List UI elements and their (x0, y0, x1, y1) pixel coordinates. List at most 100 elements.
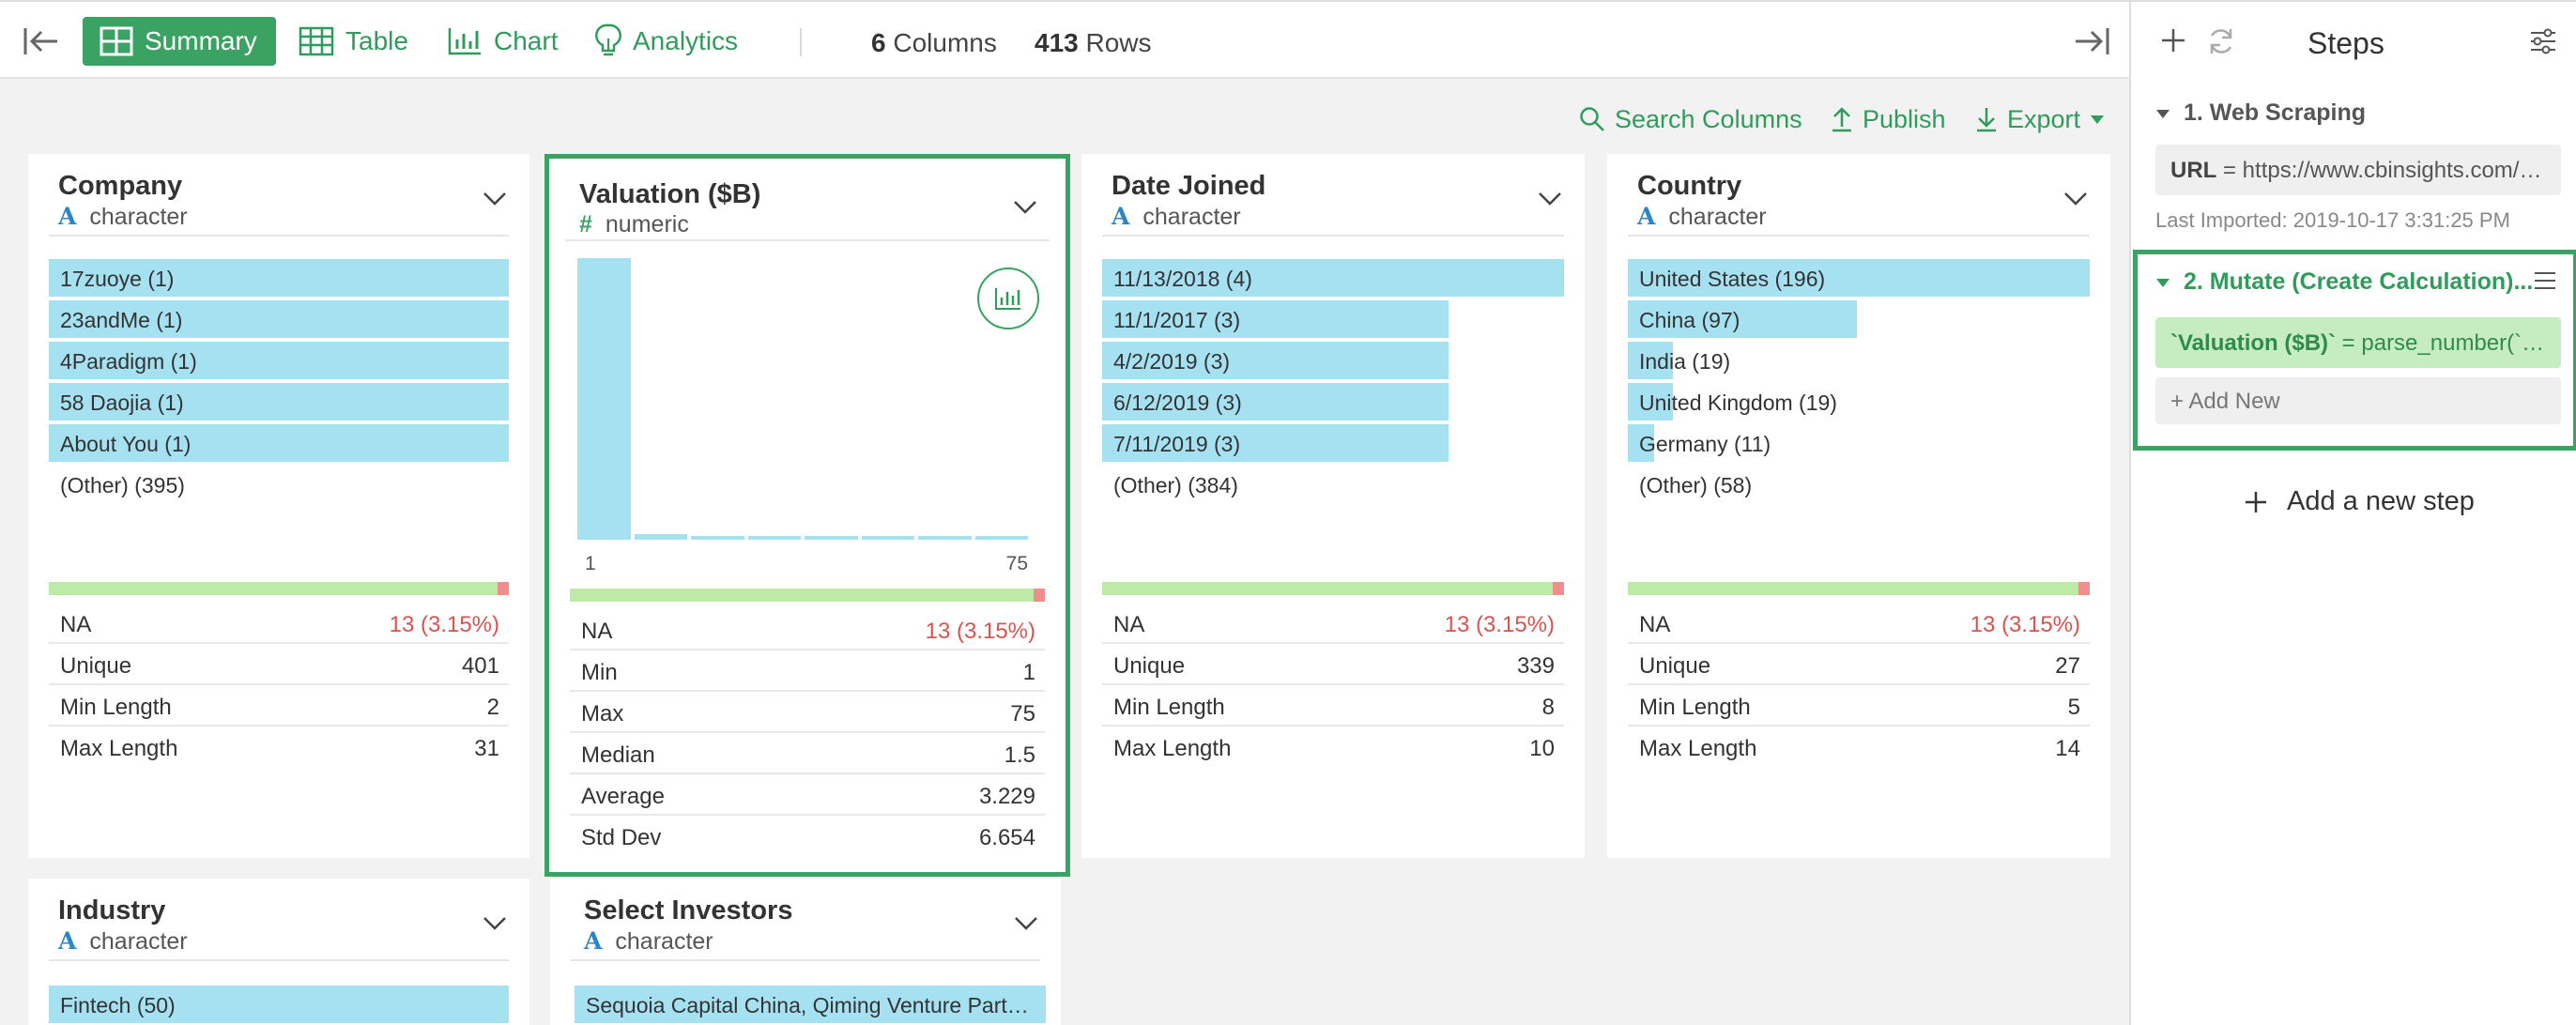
stat-value[interactable]: 13 (3.15%) (1970, 612, 2080, 637)
stat-value[interactable]: 13 (3.15%) (1444, 612, 1555, 637)
value-bar[interactable]: 17zuoye (1) (49, 259, 509, 297)
steps-settings-button[interactable] (2529, 28, 2557, 61)
value-bar-label: (Other) (384) (1113, 473, 1238, 497)
column-type-label: character (1142, 204, 1241, 230)
histogram-bar[interactable] (747, 536, 801, 540)
stat-row-min-length: Min Length 5 (1628, 685, 2090, 727)
column-menu-button[interactable] (483, 186, 507, 213)
column-card-valuation[interactable]: Valuation ($B) # numeric 1 75 NA 13 (3.15%… (544, 154, 1070, 877)
value-bar[interactable]: 4Paradigm (1) (49, 342, 509, 379)
step-mutate[interactable]: 2. Mutate (Create Calculation)... (2155, 268, 2533, 296)
step-detail-calculation[interactable]: `Valuation ($B)` = parse_number(`Valuati… (2155, 317, 2561, 368)
value-bar[interactable]: 58 Daojia (1) (49, 383, 509, 421)
export-label: Export (2007, 104, 2081, 133)
add-new-button[interactable]: + Add New (2155, 377, 2561, 424)
column-title: Industry (58, 895, 166, 926)
column-menu-button[interactable] (1013, 194, 1037, 222)
value-bar-fill (1102, 424, 1449, 462)
card-header (1102, 154, 1564, 237)
value-bar[interactable]: Germany (11) (1628, 424, 2090, 462)
value-bar-label: 11/13/2018 (4) (1113, 267, 1252, 291)
na-indicator (1034, 589, 1045, 602)
value-bar-fill (49, 424, 509, 462)
value-bar[interactable]: China (97) (1628, 300, 2090, 338)
stat-value: 75 (1010, 701, 1035, 727)
tab-analytics[interactable]: Analytics (595, 17, 738, 66)
value-bar-label: Fintech (50) (60, 993, 176, 1017)
stat-row-max: Max 75 (570, 692, 1045, 733)
column-menu-button[interactable] (483, 910, 507, 938)
value-bar[interactable]: 4/2/2019 (3) (1102, 342, 1564, 379)
histogram-bar[interactable] (918, 536, 972, 540)
step-detail-url[interactable]: URL = https://www.cbinsights.com/researc… (2155, 145, 2561, 195)
character-type-icon: A (1637, 203, 1656, 230)
add-new-step-button[interactable]: Add a new step (2244, 486, 2475, 517)
stat-row-max-length: Max Length 10 (1102, 727, 1564, 768)
value-bar[interactable]: Fintech (50) (49, 986, 509, 1023)
add-step-button[interactable] (2159, 26, 2187, 61)
tab-chart-label: Chart (494, 26, 559, 55)
stat-value[interactable]: 13 (3.15%) (925, 619, 1035, 644)
stat-value: 27 (2055, 653, 2080, 679)
value-bar[interactable]: 6/12/2019 (3) (1102, 383, 1564, 421)
sliders-icon (2531, 28, 2555, 54)
step-web-scraping[interactable]: 1. Web Scraping (2155, 99, 2366, 127)
value-bar[interactable]: (Other) (384) (1102, 466, 1564, 503)
value-bar-fill (1628, 424, 1654, 462)
summary-grid-icon (100, 26, 133, 56)
stat-value[interactable]: 13 (3.15%) (389, 612, 499, 637)
histogram-bar[interactable] (577, 258, 631, 540)
value-bar[interactable]: 23andMe (1) (49, 300, 509, 338)
value-bar[interactable]: 11/1/2017 (3) (1102, 300, 1564, 338)
column-title: Select Investors (584, 895, 793, 926)
value-bar[interactable]: 7/11/2019 (3) (1102, 424, 1564, 462)
collapse-left-button[interactable] (23, 17, 60, 66)
hamburger-icon (2535, 272, 2555, 289)
value-bar[interactable]: (Other) (58) (1628, 466, 2090, 503)
export-button[interactable]: Export (1975, 103, 2105, 135)
value-bar[interactable]: About You (1) (49, 424, 509, 462)
refresh-button[interactable] (2206, 26, 2236, 63)
value-bar-fill (1102, 300, 1449, 338)
histogram-bar[interactable] (634, 534, 687, 540)
column-menu-button[interactable] (1014, 910, 1038, 938)
steps-panel: Steps 1. Web Scraping URL = https://www.… (2129, 0, 2576, 1025)
value-bar[interactable]: United Kingdom (19) (1628, 383, 2090, 421)
histogram-bar[interactable] (691, 536, 744, 540)
stat-label: Unique (1113, 653, 1186, 679)
publish-button[interactable]: Publish (1831, 103, 1946, 135)
tab-summary[interactable]: Summary (83, 17, 276, 66)
tab-table[interactable]: Table (299, 17, 408, 66)
value-bar-fill (1628, 259, 2090, 297)
value-bar[interactable]: (Other) (395) (49, 466, 509, 503)
chart-options-button[interactable] (977, 268, 1039, 329)
histogram-bar[interactable] (861, 536, 914, 540)
value-bar[interactable]: 11/13/2018 (4) (1102, 259, 1564, 297)
stat-value: 339 (1516, 653, 1555, 679)
search-columns-button[interactable]: Search Columns (1579, 103, 1802, 135)
column-menu-button[interactable] (1538, 186, 1562, 213)
stat-label: NA (581, 619, 613, 644)
stat-label: Std Dev (581, 825, 662, 850)
value-bar[interactable]: Sequoia Capital China, Qiming Venture Pa… (575, 986, 1046, 1023)
column-menu-button[interactable] (2063, 186, 2088, 213)
tab-chart[interactable]: Chart (447, 17, 558, 66)
value-bar-fill (49, 300, 509, 338)
histogram-bar[interactable] (974, 536, 1028, 540)
step-menu-button[interactable] (2533, 270, 2557, 298)
value-bar[interactable]: India (19) (1628, 342, 2090, 379)
value-bar-label: 4/2/2019 (3) (1113, 349, 1231, 374)
na-indicator (1553, 582, 1564, 595)
chevron-down-icon (1015, 917, 1037, 930)
histogram-bar[interactable] (805, 536, 858, 540)
column-type: # numeric (579, 211, 689, 238)
expand-right-button[interactable] (2073, 17, 2110, 66)
value-bar[interactable]: United States (196) (1628, 259, 2090, 297)
value-bar-label: 11/1/2017 (3) (1113, 308, 1241, 332)
